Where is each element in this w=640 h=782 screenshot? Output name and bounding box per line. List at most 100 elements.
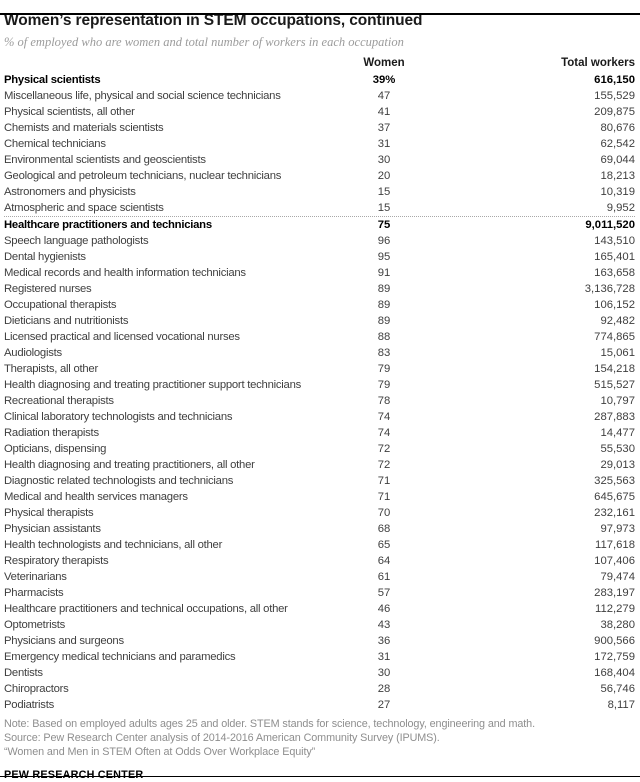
- table-row: Geological and petroleum technicians, nu…: [4, 168, 635, 184]
- row-total-workers-value: 112,279: [595, 603, 635, 615]
- row-occupation-label: Veterinarians: [4, 571, 67, 583]
- row-total-workers-value: 900,566: [594, 635, 635, 647]
- row-occupation-label: Audiologists: [4, 347, 62, 359]
- row-women-value: 79: [377, 363, 391, 375]
- row-occupation-label: Physician assistants: [4, 523, 101, 535]
- table-row: Diagnostic related technologists and tec…: [4, 473, 635, 489]
- row-women-value: 74: [377, 411, 391, 423]
- row-total-workers-value: 8,117: [607, 699, 635, 711]
- row-women-value: 96: [377, 235, 391, 247]
- row-occupation-label: Medical and health services managers: [4, 491, 188, 503]
- row-women-value: 20: [377, 170, 391, 182]
- row-occupation-label: Health diagnosing and treating practitio…: [4, 459, 255, 471]
- row-total-workers-value: 168,404: [594, 667, 635, 679]
- row-occupation-label: Physicians and surgeons: [4, 635, 124, 647]
- row-occupation-label: Health technologists and technicians, al…: [4, 539, 223, 551]
- row-women-value: 78: [377, 395, 391, 407]
- row-occupation-label: Emergency medical technicians and parame…: [4, 651, 236, 663]
- table-row: Chemists and materials scientists 37 80,…: [4, 120, 635, 136]
- table-row: Health technologists and technicians, al…: [4, 537, 635, 553]
- row-women-value: 31: [377, 138, 391, 150]
- table-row: Physician assistants 68 97,973: [4, 521, 635, 537]
- row-women-value: 65: [377, 539, 391, 551]
- table-row: Dentists 30 168,404: [4, 665, 635, 681]
- row-total-workers-value: 287,883: [594, 411, 635, 423]
- row-occupation-label: Occupational therapists: [4, 299, 117, 311]
- row-occupation-label: Dental hygienists: [4, 251, 86, 263]
- row-total-workers-value: 18,213: [600, 170, 635, 182]
- row-occupation-label: Physical scientists, all other: [4, 106, 135, 118]
- row-women-value: 30: [377, 667, 391, 679]
- row-occupation-label: Healthcare practitioners and technicians: [4, 219, 212, 231]
- row-occupation-label: Optometrists: [4, 619, 66, 631]
- row-total-workers-value: 9,011,520: [585, 219, 635, 231]
- row-women-value: 43: [377, 619, 391, 631]
- table-row: Opticians, dispensing 72 55,530: [4, 441, 635, 457]
- row-occupation-label: Diagnostic related technologists and tec…: [4, 475, 234, 487]
- table-row: Physical therapists 70 232,161: [4, 505, 635, 521]
- table-row: Chemical technicians 31 62,542: [4, 136, 635, 152]
- row-occupation-label: Medical records and health information t…: [4, 267, 246, 279]
- table-row: Emergency medical technicians and parame…: [4, 649, 635, 665]
- table-row: Clinical laboratory technologists and te…: [4, 409, 635, 425]
- row-total-workers-value: 55,530: [600, 443, 635, 455]
- row-women-value: 46: [377, 603, 391, 615]
- row-women-value: 39%: [372, 74, 396, 86]
- row-women-value: 15: [377, 186, 391, 198]
- row-occupation-label: Registered nurses: [4, 283, 92, 295]
- row-women-value: 72: [377, 459, 391, 471]
- row-women-value: 88: [377, 331, 391, 343]
- row-total-workers-value: 80,676: [600, 122, 635, 134]
- row-occupation-label: Miscellaneous life, physical and social …: [4, 90, 281, 102]
- row-total-workers-value: 69,044: [600, 154, 635, 166]
- row-total-workers-value: 165,401: [594, 251, 635, 263]
- table-row: Health diagnosing and treating practitio…: [4, 377, 635, 393]
- table-row: Astronomers and physicists 15 10,319: [4, 184, 635, 200]
- row-women-value: 61: [377, 571, 391, 583]
- row-women-value: 31: [377, 651, 391, 663]
- note-line: Note: Based on employed adults ages 25 a…: [4, 718, 535, 730]
- row-total-workers-value: 209,875: [594, 106, 635, 118]
- row-women-value: 89: [377, 299, 391, 311]
- row-women-value: 70: [377, 507, 391, 519]
- row-occupation-label: Respiratory therapists: [4, 555, 109, 567]
- table-row: Radiation therapists 74 14,477: [4, 425, 635, 441]
- row-total-workers-value: 107,406: [594, 555, 635, 567]
- row-women-value: 68: [377, 523, 391, 535]
- row-occupation-label: Therapists, all other: [4, 363, 98, 375]
- row-total-workers-value: 9,952: [606, 202, 635, 214]
- row-occupation-label: Opticians, dispensing: [4, 443, 107, 455]
- row-women-value: 71: [377, 491, 391, 503]
- row-occupation-label: Chemical technicians: [4, 138, 106, 150]
- row-occupation-label: Physical scientists: [4, 74, 101, 86]
- table-row: Healthcare practitioners and technical o…: [4, 601, 635, 617]
- row-total-workers-value: 106,152: [594, 299, 635, 311]
- row-total-workers-value: 62,542: [600, 138, 635, 150]
- row-occupation-label: Pharmacists: [4, 587, 64, 599]
- row-total-workers-value: 163,658: [594, 267, 635, 279]
- row-total-workers-value: 143,510: [594, 235, 635, 247]
- row-occupation-label: Geological and petroleum technicians, nu…: [4, 170, 282, 182]
- row-women-value: 71: [377, 475, 391, 487]
- row-total-workers-value: 154,218: [594, 363, 635, 375]
- row-women-value: 47: [377, 90, 391, 102]
- row-women-value: 37: [377, 122, 391, 134]
- row-total-workers-value: 774,865: [594, 331, 635, 343]
- table-row: Atmospheric and space scientists 15 9,95…: [4, 200, 635, 216]
- table-row: Healthcare practitioners and technicians…: [4, 216, 635, 233]
- row-occupation-label: Health diagnosing and treating practitio…: [4, 379, 301, 391]
- row-total-workers-value: 616,150: [594, 74, 635, 86]
- table-body: Physical scientists 39% 616,150 Miscella…: [4, 72, 635, 713]
- row-women-value: 27: [377, 699, 391, 711]
- row-women-value: 72: [377, 443, 391, 455]
- table-row: Occupational therapists 89 106,152: [4, 297, 635, 313]
- table-row: Podiatrists 27 8,117: [4, 697, 635, 713]
- table-row: Therapists, all other 79 154,218: [4, 361, 635, 377]
- row-women-value: 91: [377, 267, 391, 279]
- table-row: Environmental scientists and geoscientis…: [4, 152, 635, 168]
- row-total-workers-value: 325,563: [594, 475, 635, 487]
- table-row: Pharmacists 57 283,197: [4, 585, 635, 601]
- row-total-workers-value: 117,618: [595, 539, 635, 551]
- row-occupation-label: Podiatrists: [4, 699, 54, 711]
- row-total-workers-value: 92,482: [600, 315, 635, 327]
